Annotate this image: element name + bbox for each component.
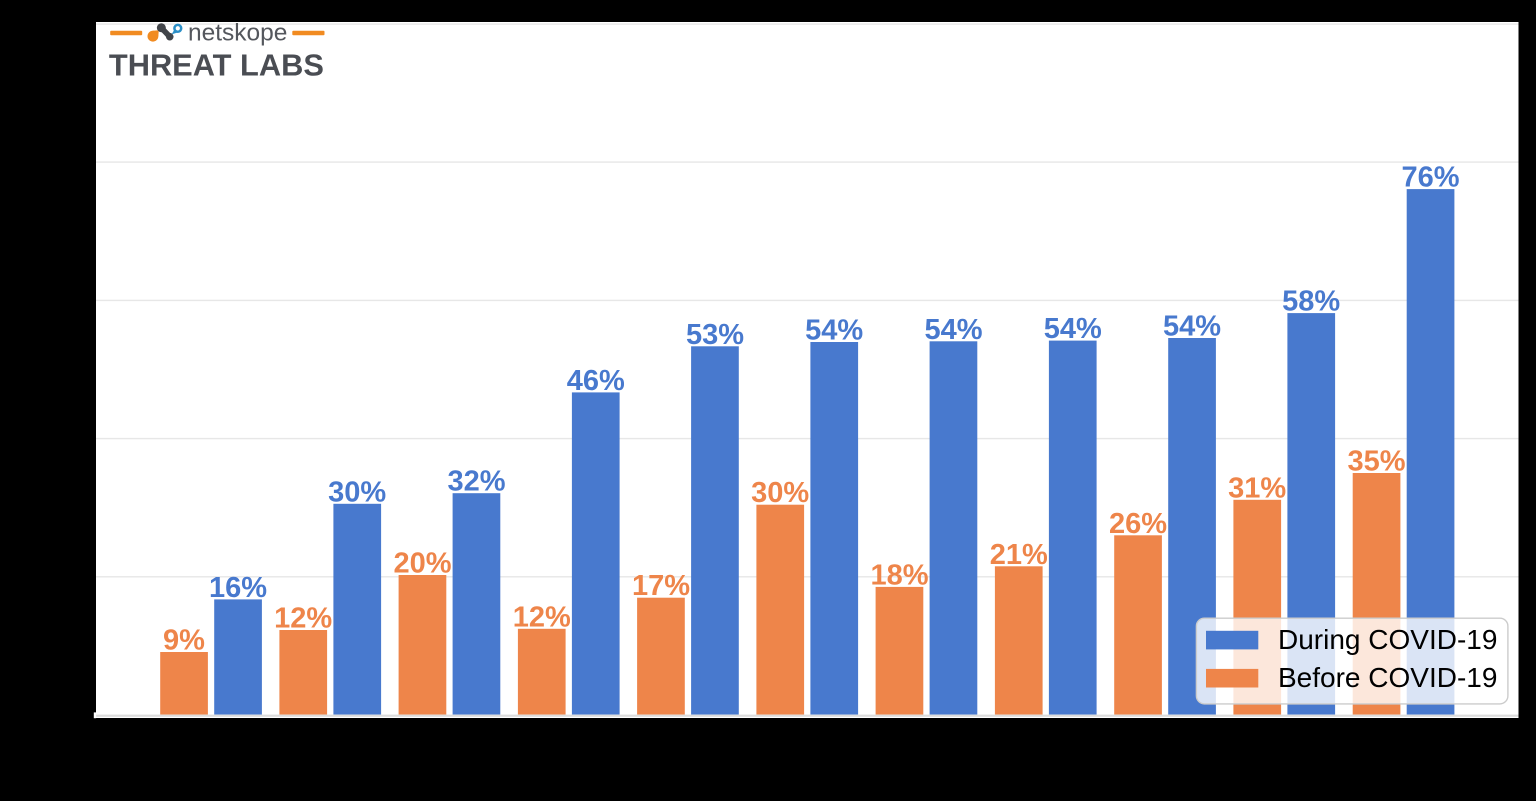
svg-text:9%: 9% (163, 625, 205, 657)
svg-text:17%: 17% (632, 570, 690, 602)
svg-text:18%: 18% (870, 559, 928, 591)
svg-text:16%: 16% (209, 572, 267, 604)
svg-text:35%: 35% (1347, 446, 1405, 478)
svg-text:12%: 12% (274, 603, 332, 635)
svg-text:20%: 20% (393, 548, 451, 580)
svg-text:54%: 54% (1163, 311, 1221, 343)
svg-text:32%: 32% (447, 466, 505, 498)
svg-text:During COVID-19: During COVID-19 (1278, 624, 1497, 655)
svg-text:31%: 31% (1228, 472, 1286, 504)
svg-text:76%: 76% (1401, 162, 1459, 194)
svg-text:26%: 26% (1109, 508, 1167, 540)
svg-text:30%: 30% (751, 477, 809, 509)
svg-text:54%: 54% (1044, 313, 1102, 345)
svg-text:58%: 58% (1282, 286, 1340, 318)
svg-text:Before COVID-19: Before COVID-19 (1278, 662, 1497, 693)
svg-text:46%: 46% (567, 365, 625, 397)
svg-text:53%: 53% (686, 319, 744, 351)
svg-text:54%: 54% (805, 315, 863, 347)
svg-text:54%: 54% (924, 314, 982, 346)
svg-text:21%: 21% (990, 539, 1048, 571)
svg-text:12%: 12% (513, 601, 571, 633)
svg-text:THREAT LABS: THREAT LABS (109, 48, 324, 83)
svg-text:netskope: netskope (188, 20, 287, 47)
svg-text:30%: 30% (328, 476, 386, 508)
